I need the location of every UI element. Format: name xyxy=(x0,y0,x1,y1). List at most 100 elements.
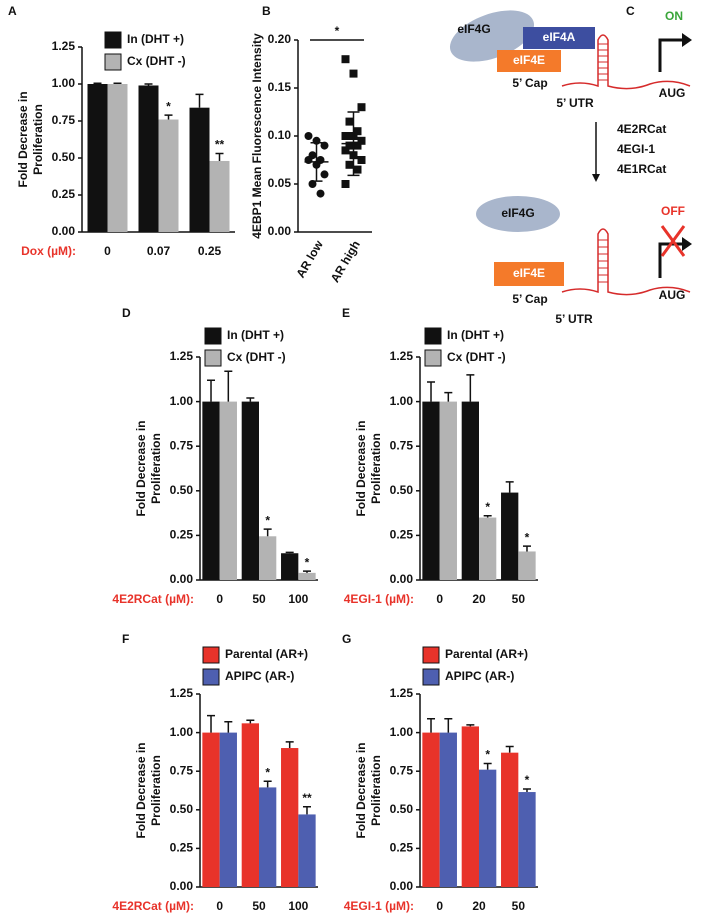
factor-label: eIF4G xyxy=(457,22,490,36)
x-axis-label: 4E2RCat (µM): xyxy=(112,899,194,913)
bar xyxy=(461,726,479,887)
y-tick-label: 1.25 xyxy=(170,686,194,700)
legend-swatch xyxy=(104,31,122,49)
y-tick-label: 0.25 xyxy=(390,528,414,542)
significance-label: * xyxy=(305,555,310,569)
hairpin xyxy=(598,239,608,283)
block-x xyxy=(660,225,686,257)
point xyxy=(357,103,366,112)
significance-label: * xyxy=(335,24,340,38)
x-tick-label: 50 xyxy=(512,592,526,606)
y-tick-label: 1.25 xyxy=(390,686,414,700)
y-tick-label: 0.00 xyxy=(390,572,414,586)
legend-swatch xyxy=(424,349,442,367)
significance-label: * xyxy=(485,748,490,762)
x-tick-label: AR high xyxy=(328,238,363,285)
y-tick-label: 1.00 xyxy=(170,725,194,739)
legend-swatch xyxy=(202,668,220,686)
arrow-head xyxy=(592,174,600,182)
significance-label: ** xyxy=(302,791,312,805)
error-bar xyxy=(285,551,294,554)
y-tick-label: 0.25 xyxy=(170,841,194,855)
x-tick-label: 20 xyxy=(472,592,486,606)
x-tick-label: 0.25 xyxy=(198,244,222,258)
bar xyxy=(241,401,259,580)
y-axis-label: Fold Decrease in xyxy=(16,91,30,187)
legend-label: In (DHT +) xyxy=(127,32,184,46)
point xyxy=(357,136,366,145)
legend-swatch xyxy=(204,349,222,367)
y-axis-label: Fold Decrease in xyxy=(354,742,368,838)
panel-letter: D xyxy=(122,306,131,320)
x-tick-label: 0 xyxy=(104,244,111,258)
x-tick-label: 100 xyxy=(288,592,308,606)
y-tick-label: 0.25 xyxy=(170,528,194,542)
error-bar xyxy=(483,762,492,770)
point xyxy=(308,180,317,188)
point xyxy=(341,180,350,188)
x-tick-label: 100 xyxy=(288,899,308,913)
significance-label: * xyxy=(265,513,270,527)
state-label: ON xyxy=(665,9,683,23)
inhibitor-label: 4E1RCat xyxy=(617,162,666,176)
bar xyxy=(281,553,299,580)
y-axis-label: Fold Decrease in xyxy=(134,742,148,838)
bar xyxy=(158,119,179,232)
x-tick-label: 0 xyxy=(436,899,443,913)
significance-label: * xyxy=(525,530,530,544)
y-axis-label: Proliferation xyxy=(369,755,383,826)
inhibitor-label: 4EGI-1 xyxy=(617,142,655,156)
error-bar xyxy=(444,391,453,402)
legend-label: Parental (AR+) xyxy=(445,647,528,661)
y-tick-label: 0.20 xyxy=(268,32,292,46)
y-tick-label: 0.50 xyxy=(170,802,194,816)
error-bar xyxy=(522,788,531,793)
legend-swatch xyxy=(422,668,440,686)
panel-letter: E xyxy=(342,306,350,320)
factor-label: eIF4G xyxy=(501,206,534,220)
legend-swatch xyxy=(104,53,122,71)
y-axis-label: Fold Decrease in xyxy=(134,420,148,516)
panel-letter: A xyxy=(8,4,17,18)
y-tick-label: 0.00 xyxy=(52,224,76,238)
error-bar xyxy=(302,570,311,573)
y-axis-label: Fold Decrease in xyxy=(354,420,368,516)
y-axis-label: Proliferation xyxy=(31,104,45,175)
bar xyxy=(518,551,536,580)
error-bar xyxy=(505,745,514,753)
y-tick-label: 0.75 xyxy=(170,763,194,777)
error-bar xyxy=(427,717,436,733)
point xyxy=(357,156,366,164)
codon-label: AUG xyxy=(659,288,686,302)
mrna xyxy=(561,34,691,90)
error-bar xyxy=(466,374,475,402)
y-tick-label: 1.25 xyxy=(52,39,76,53)
utr-label: 5’ UTR xyxy=(555,312,593,326)
error-bar xyxy=(224,370,233,402)
eif4g-shape xyxy=(476,196,560,232)
y-tick-label: 0.15 xyxy=(268,80,292,94)
point xyxy=(304,132,313,140)
error-bar xyxy=(246,719,255,724)
bar xyxy=(202,401,220,580)
factor-label: eIF4A xyxy=(543,30,576,44)
error-bar xyxy=(263,528,272,537)
y-tick-label: 1.00 xyxy=(170,394,194,408)
legend-label: Cx (DHT -) xyxy=(447,350,506,364)
legend-label: APIPC (AR-) xyxy=(445,669,514,683)
y-tick-label: 1.25 xyxy=(170,349,194,363)
point xyxy=(341,146,350,155)
error-bar xyxy=(164,114,173,120)
point xyxy=(320,141,329,150)
error-bar xyxy=(207,379,216,402)
significance-label: * xyxy=(485,500,490,514)
y-tick-label: 1.25 xyxy=(390,349,414,363)
point xyxy=(341,132,350,140)
inhibitor-label: 4E2RCat xyxy=(617,122,666,136)
error-bar xyxy=(215,152,224,161)
error-bar xyxy=(285,741,294,749)
y-tick-label: 0.00 xyxy=(390,879,414,893)
bar xyxy=(281,748,299,887)
bar xyxy=(461,401,479,580)
error-bar xyxy=(444,717,453,733)
